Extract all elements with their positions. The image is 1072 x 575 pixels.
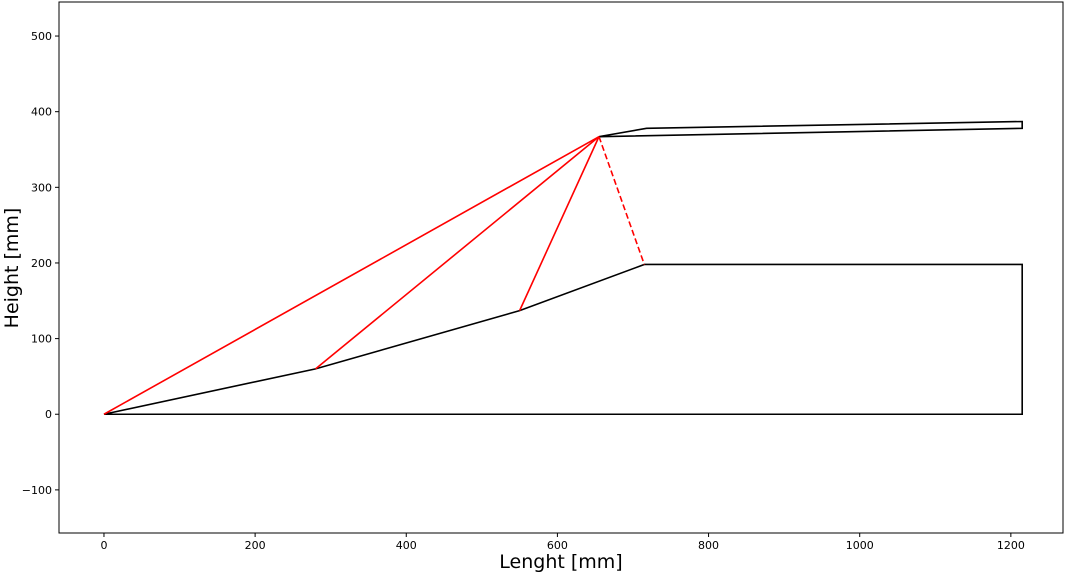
- axes-frame: [58, 1, 1064, 534]
- x-tick-label: 800: [698, 539, 719, 552]
- y-tick-label: −100: [22, 484, 52, 497]
- x-tick-label: 400: [396, 539, 417, 552]
- x-axis-label: Lenght [mm]: [499, 551, 622, 573]
- y-tick-label: 200: [31, 257, 52, 270]
- x-tick-label: 1000: [846, 539, 874, 552]
- x-tick-label: 0: [100, 539, 107, 552]
- y-axis-label: Height [mm]: [1, 208, 23, 329]
- series-line: [103, 135, 600, 415]
- x-tick-label: 1200: [997, 539, 1025, 552]
- series-line: [518, 136, 600, 311]
- series-line: [598, 136, 646, 265]
- series-line: [315, 136, 600, 370]
- x-tick-label: 200: [245, 539, 266, 552]
- y-tick-label: 100: [31, 333, 52, 346]
- series-line: [103, 263, 1023, 416]
- y-tick-label: 400: [31, 106, 52, 119]
- y-tick-label: 300: [31, 181, 52, 194]
- x-tick-label: 600: [547, 539, 568, 552]
- series-line: [598, 120, 1023, 138]
- y-tick-label: 500: [31, 30, 52, 43]
- y-tick-label: 0: [45, 408, 52, 421]
